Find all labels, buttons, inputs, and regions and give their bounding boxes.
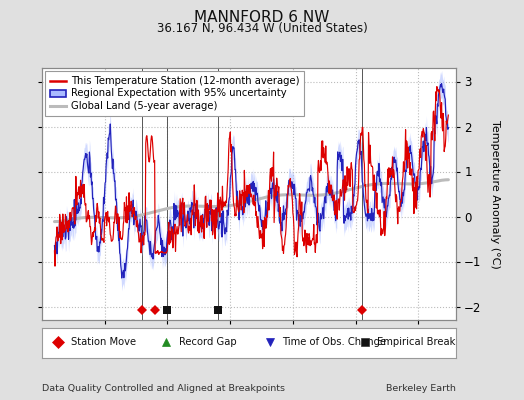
Text: MANNFORD 6 NW: MANNFORD 6 NW xyxy=(194,10,330,25)
Text: Station Move: Station Move xyxy=(71,338,136,347)
Y-axis label: Temperature Anomaly (°C): Temperature Anomaly (°C) xyxy=(490,120,500,268)
Text: Empirical Break: Empirical Break xyxy=(377,338,455,347)
Text: Record Gap: Record Gap xyxy=(179,338,236,347)
Legend: This Temperature Station (12-month average), Regional Expectation with 95% uncer: This Temperature Station (12-month avera… xyxy=(45,71,304,116)
Text: Data Quality Controlled and Aligned at Breakpoints: Data Quality Controlled and Aligned at B… xyxy=(42,384,285,393)
Text: Berkeley Earth: Berkeley Earth xyxy=(386,384,456,393)
Text: Time of Obs. Change: Time of Obs. Change xyxy=(282,338,386,347)
Text: 36.167 N, 96.434 W (United States): 36.167 N, 96.434 W (United States) xyxy=(157,22,367,35)
